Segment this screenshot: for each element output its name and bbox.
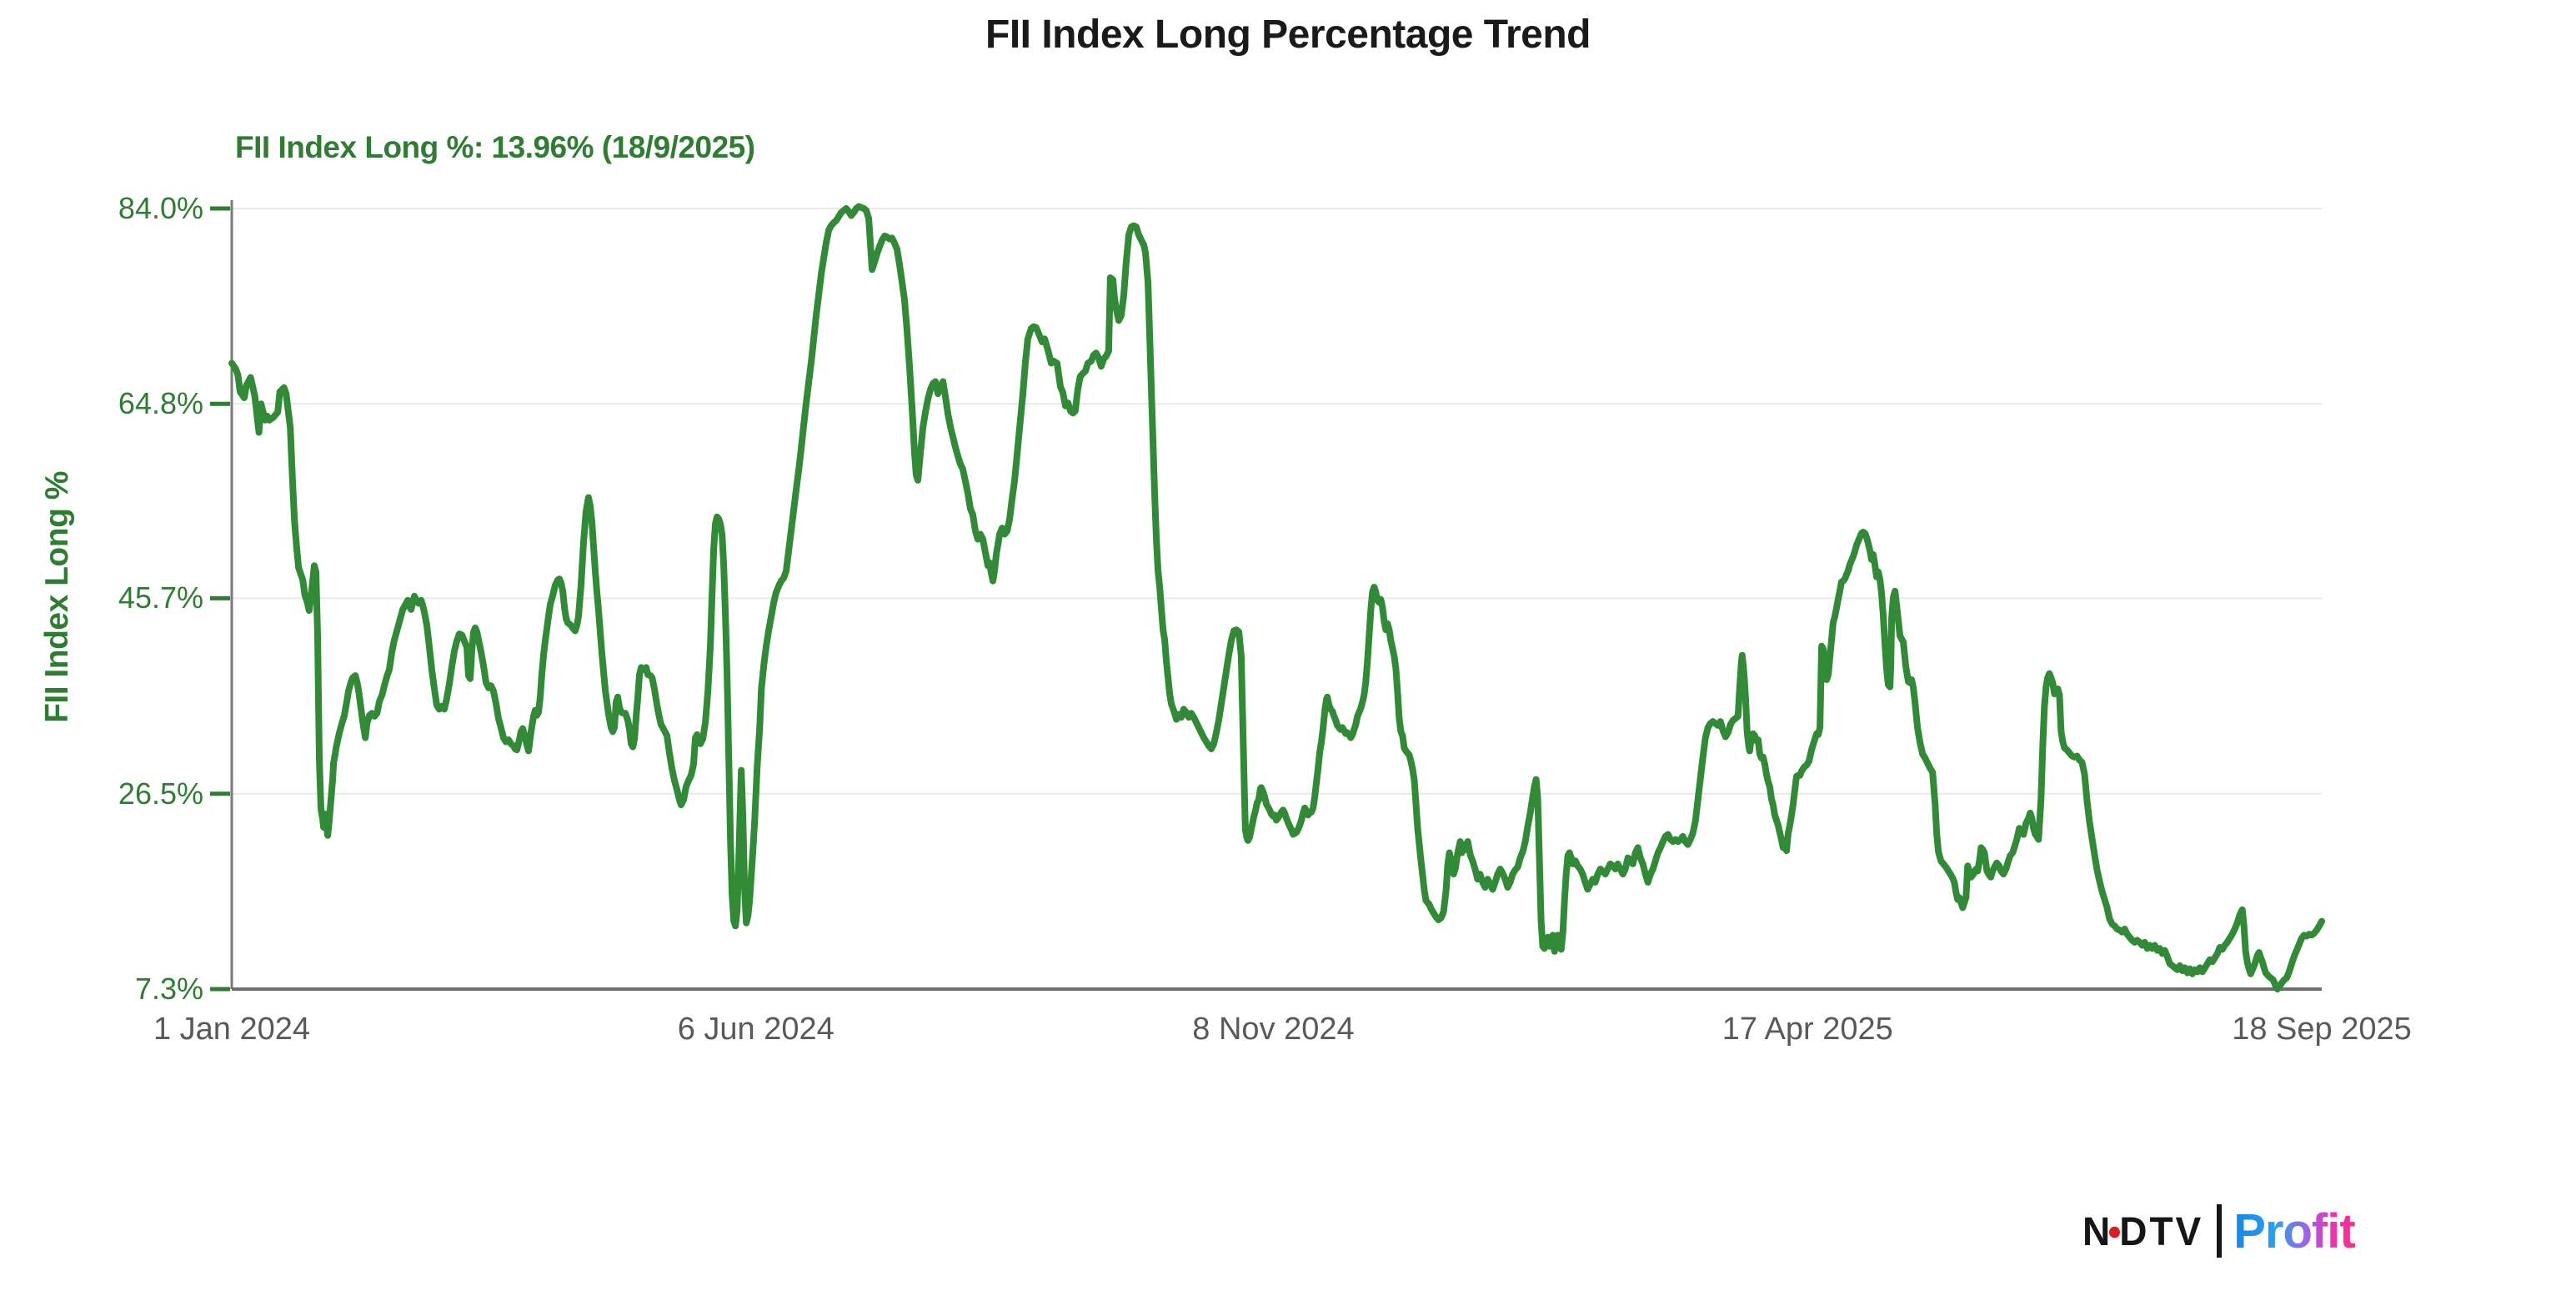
profit-logo-text: Profit [2233,1203,2355,1258]
ndtv-logo-text: N DTV [2082,1208,2203,1255]
x-tick-label: 6 Jun 2024 [677,1012,834,1047]
x-tick-label: 18 Sep 2025 [2232,1012,2412,1047]
data-line-fii-index-long [228,203,2325,992]
y-tick-label: 84.0% [118,191,203,225]
x-tick-label: 17 Apr 2025 [1722,1012,1893,1047]
logo-separator-bar [2217,1204,2223,1258]
x-tick-label: 8 Nov 2024 [1192,1012,1355,1047]
x-tick-label: 1 Jan 2024 [153,1012,311,1047]
ndtv-logo-dtv: DTV [2119,1208,2204,1254]
y-tick-label: 7.3% [134,972,203,1006]
chart-title: FII Index Long Percentage Trend [985,13,1591,57]
ndtv-logo-n: N [2082,1208,2113,1254]
ndtv-red-dot-icon [2109,1226,2121,1238]
y-tick-label: 26.5% [118,776,203,811]
y-tick-label: 64.8% [118,386,203,421]
chart-subtitle: FII Index Long %: 13.96% (18/9/2025) [235,130,755,164]
ndtv-profit-logo: N DTV Profit [2082,1191,2356,1271]
y-tick-label: 45.7% [118,580,203,615]
